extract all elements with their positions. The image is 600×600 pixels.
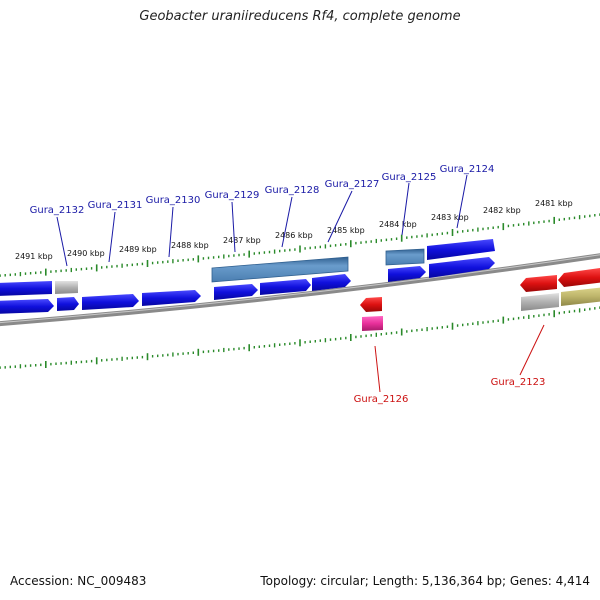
leader-line xyxy=(168,206,174,258)
cds-gene-feature[interactable] xyxy=(0,281,52,296)
leader-line xyxy=(281,196,293,248)
scale-ticks-lower xyxy=(0,306,600,369)
gene-label[interactable]: Gura_2131 xyxy=(88,200,143,211)
other-gene-feature[interactable] xyxy=(55,281,78,294)
gene-label[interactable]: Gura_2127 xyxy=(325,179,380,190)
kbp-label: 2485 kbp xyxy=(327,226,365,235)
cds-gene-feature[interactable] xyxy=(260,279,311,295)
cds-gene-feature-reverse[interactable] xyxy=(558,268,600,287)
cds-gene-feature-reverse[interactable] xyxy=(360,297,382,312)
leader-line xyxy=(519,324,545,376)
cds-gene-feature[interactable] xyxy=(214,284,258,300)
leader-line xyxy=(327,190,353,243)
cds-gene-feature-highlighted-reverse[interactable] xyxy=(362,316,383,331)
cds-gene-feature-reverse[interactable] xyxy=(520,275,557,292)
gene-label[interactable]: Gura_2126 xyxy=(354,394,409,405)
accession-label: Accession: NC_009483 xyxy=(10,574,147,588)
leader-line xyxy=(374,345,381,393)
gene-label[interactable]: Gura_2129 xyxy=(205,190,260,201)
map-title: Geobacter uraniireducens Rf4, complete g… xyxy=(139,9,461,24)
gene-label[interactable]: Gura_2128 xyxy=(265,185,320,196)
gene-label[interactable]: Gura_2132 xyxy=(30,205,85,216)
other-gene-feature[interactable] xyxy=(521,293,559,311)
gene-label[interactable]: Gura_2123 xyxy=(491,377,546,388)
gene-label[interactable]: Gura_2125 xyxy=(382,172,437,183)
cds-gene-feature[interactable] xyxy=(82,294,139,310)
kbp-label: 2484 kbp xyxy=(379,220,417,229)
genome-backbone xyxy=(0,253,600,327)
other-gene-feature[interactable] xyxy=(561,287,600,306)
kbp-label: 2483 kbp xyxy=(431,213,469,222)
kbp-label: 2482 kbp xyxy=(483,206,521,215)
kbp-label: 2487 kbp xyxy=(223,236,261,245)
cds-gene-feature-highlighted[interactable] xyxy=(385,248,425,266)
kbp-label: 2489 kbp xyxy=(119,245,157,254)
leader-line xyxy=(401,182,410,236)
kbp-labels: 2491 kbp 2490 kbp 2489 kbp 2488 kbp 2487… xyxy=(15,199,573,261)
leader-line xyxy=(56,216,68,267)
cds-gene-feature-highlighted[interactable] xyxy=(211,256,349,283)
cds-gene-feature[interactable] xyxy=(429,257,495,278)
cds-gene-feature[interactable] xyxy=(57,297,79,311)
kbp-label: 2486 kbp xyxy=(275,231,313,240)
gene-label[interactable]: Gura_2130 xyxy=(146,195,201,206)
gene-label-leaders xyxy=(56,174,545,393)
cds-gene-feature[interactable] xyxy=(312,274,351,291)
reverse-strand-inner xyxy=(360,268,600,312)
scale-ticks-upper xyxy=(0,213,600,277)
leader-line xyxy=(231,201,236,253)
cds-gene-feature[interactable] xyxy=(388,266,426,282)
kbp-label: 2481 kbp xyxy=(535,199,573,208)
gene-label[interactable]: Gura_2124 xyxy=(440,164,495,175)
cds-gene-feature[interactable] xyxy=(0,299,54,314)
genome-stats-label: Topology: circular; Length: 5,136,364 bp… xyxy=(260,574,590,588)
cds-gene-feature[interactable] xyxy=(142,290,201,306)
leader-line xyxy=(456,174,468,229)
kbp-label: 2490 kbp xyxy=(67,249,105,258)
kbp-label: 2488 kbp xyxy=(171,241,209,250)
genome-backbone-highlight xyxy=(0,254,600,324)
reverse-strand-outer xyxy=(362,287,600,331)
cds-gene-feature[interactable] xyxy=(427,239,495,260)
forward-strand-outer xyxy=(0,239,495,296)
forward-strand-inner xyxy=(0,257,495,314)
leader-line xyxy=(108,211,116,263)
kbp-label: 2491 kbp xyxy=(15,252,53,261)
gene-labels: Gura_2132 Gura_2131 Gura_2130 Gura_2129 … xyxy=(30,164,546,405)
